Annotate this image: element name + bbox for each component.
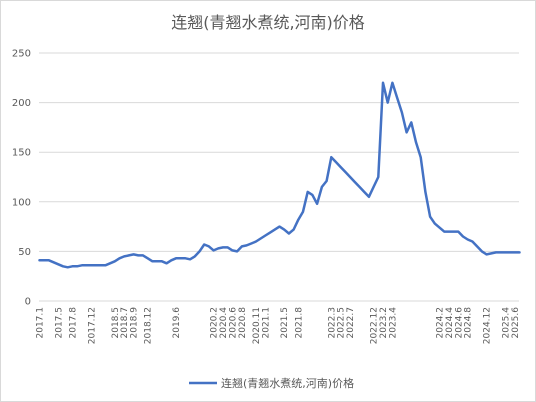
y-tick-label: 0 bbox=[25, 297, 31, 308]
x-tick-label: 2019.6 bbox=[172, 307, 182, 339]
y-tick-label: 150 bbox=[12, 148, 31, 159]
x-tick-label: 2018.12 bbox=[144, 307, 154, 344]
x-tick-label: 2020.11 bbox=[252, 307, 262, 344]
y-tick-label: 100 bbox=[12, 197, 31, 208]
x-tick-label: 2020.2 bbox=[210, 307, 220, 339]
x-tick-label: 2024.12 bbox=[483, 307, 493, 344]
x-tick-label: 2018.7 bbox=[120, 307, 130, 339]
x-tick-label: 2017.5 bbox=[54, 307, 64, 339]
x-tick-label: 2017.8 bbox=[68, 307, 78, 339]
x-tick-label: 2021.5 bbox=[280, 307, 290, 339]
x-tick-label: 2022.5 bbox=[337, 307, 347, 339]
y-tick-label: 250 bbox=[12, 49, 31, 60]
x-tick-label: 2021.1 bbox=[261, 307, 271, 339]
x-tick-label: 2020.8 bbox=[238, 307, 248, 339]
x-tick-label: 2021.8 bbox=[294, 307, 304, 339]
x-tick-label: 2023.4 bbox=[388, 307, 398, 339]
x-tick-label: 2018.5 bbox=[111, 307, 121, 339]
x-tick-label: 2017.12 bbox=[87, 307, 97, 344]
x-tick-label: 2024.4 bbox=[445, 307, 455, 339]
x-tick-label: 2024.2 bbox=[436, 307, 446, 339]
chart-title: 连翘(青翘水煮统,河南)价格 bbox=[171, 13, 365, 32]
legend-label: 连翘(青翘水煮统,河南)价格 bbox=[221, 376, 354, 390]
x-tick-label: 2022.7 bbox=[346, 307, 356, 339]
x-tick-label: 2025.6 bbox=[511, 307, 521, 339]
x-tick-label: 2017.1 bbox=[36, 307, 46, 339]
x-tick-label: 2022.3 bbox=[327, 307, 337, 339]
x-tick-label: 2020.6 bbox=[228, 307, 238, 339]
x-tick-label: 2022.12 bbox=[370, 307, 380, 344]
x-tick-label: 2020.4 bbox=[219, 307, 229, 339]
series-line bbox=[38, 81, 521, 269]
x-tick-label: 2025.4 bbox=[501, 307, 511, 339]
y-tick-label: 200 bbox=[12, 98, 31, 109]
y-tick-label: 50 bbox=[18, 247, 31, 258]
x-tick-label: 2024.8 bbox=[464, 307, 474, 339]
x-tick-label: 2023.2 bbox=[379, 307, 389, 339]
x-tick-label: 2024.6 bbox=[454, 307, 464, 339]
x-tick-label: 2018.9 bbox=[130, 307, 140, 339]
